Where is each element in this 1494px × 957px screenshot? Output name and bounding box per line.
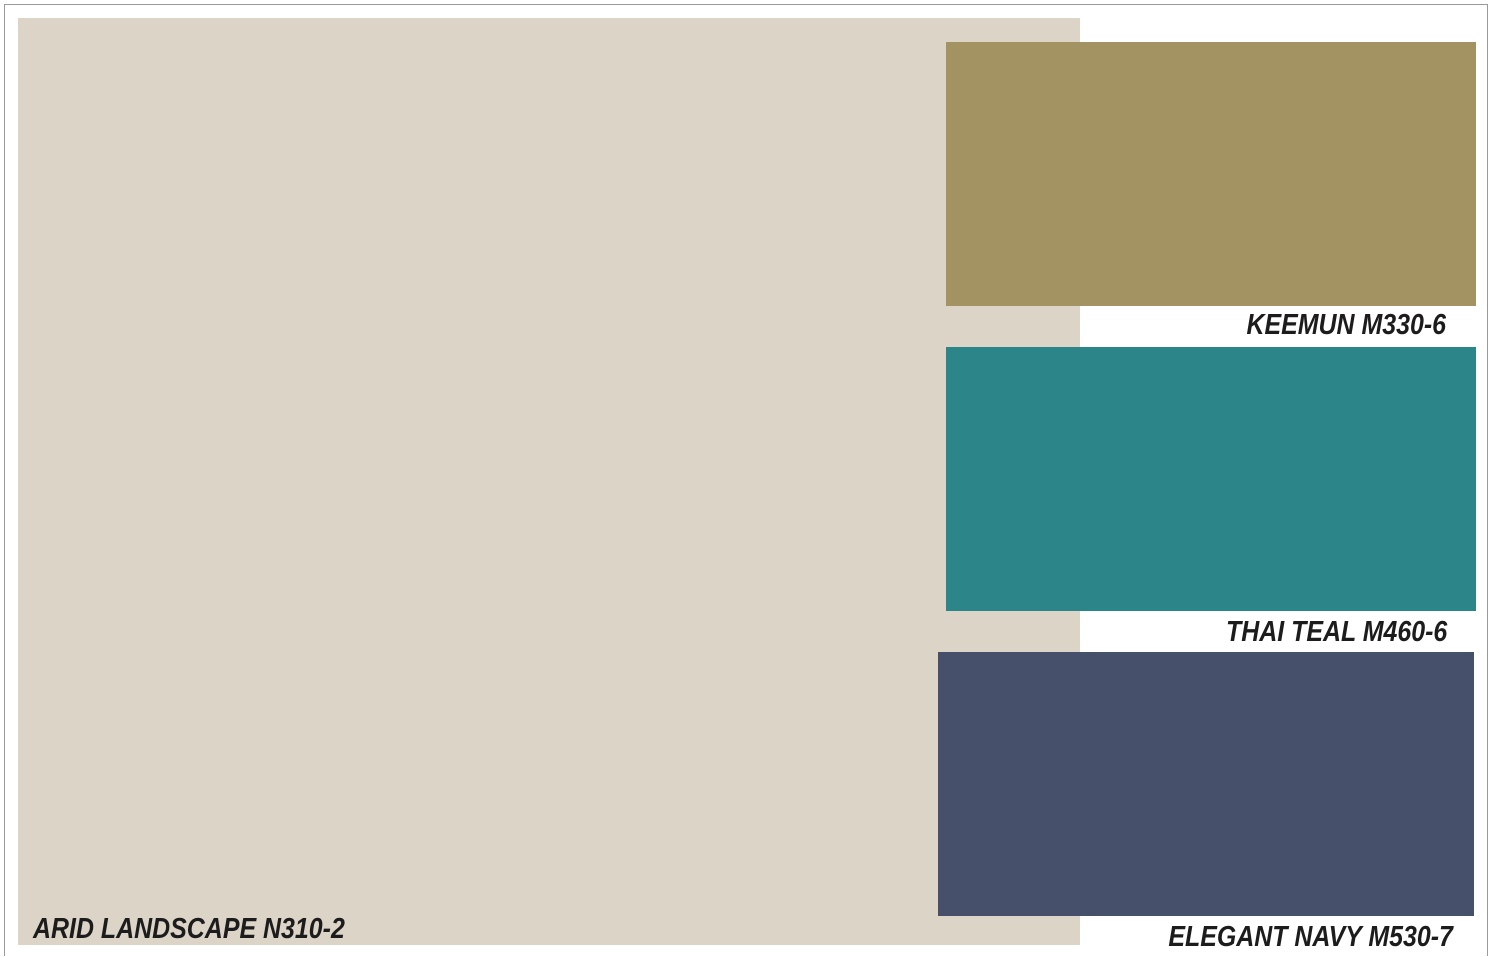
accent-label-thai-teal: THAI TEAL M460-6 [1225,616,1447,648]
accent-label-keemun: KEEMUN M330-6 [1246,309,1446,341]
accent-swatch-thai-teal [946,347,1476,611]
accent-swatch-keemun [946,42,1476,306]
main-color-swatch [18,18,1080,945]
accent-label-elegant-navy: ELEGANT NAVY M530-7 [1168,921,1453,953]
color-palette-board: ARID LANDSCAPE N310-2 KEEMUN M330-6 THAI… [4,4,1488,956]
accent-swatch-elegant-navy [938,652,1474,916]
main-color-label: ARID LANDSCAPE N310-2 [33,913,345,945]
